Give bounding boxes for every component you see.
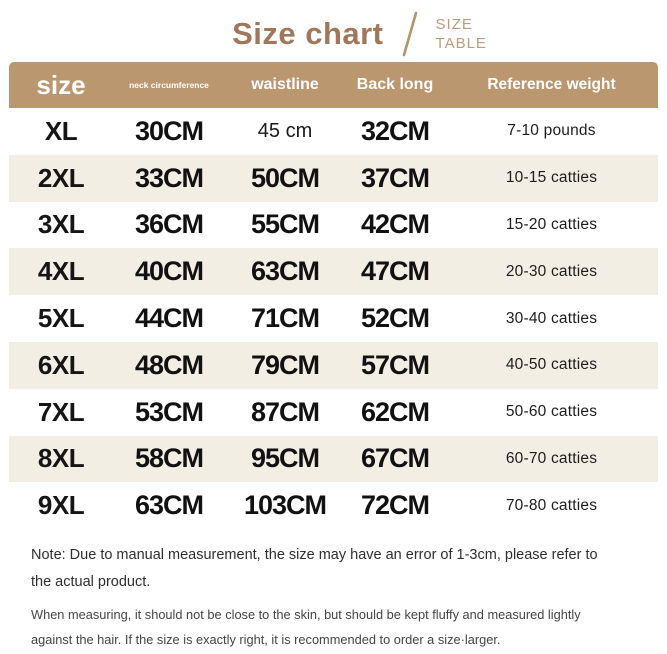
size-cell: 5XL xyxy=(37,303,85,334)
notes-section: Note: Due to manual measurement, the siz… xyxy=(0,529,667,653)
size-cell: 8XL xyxy=(37,443,85,474)
size-table: size neck circumference waistline Back l… xyxy=(9,62,658,530)
weight-cell: 60-70 catties xyxy=(505,449,598,467)
table-row: 6XL 48CM 79CM 57CM 40-50 catties xyxy=(9,341,658,389)
note-measuring-advice: When measuring, it should not be close t… xyxy=(31,606,581,647)
header-neck-circumference: neck circumference xyxy=(129,80,209,90)
waist-cell: 50CM xyxy=(250,162,320,193)
neck-cell: 63CM xyxy=(134,490,204,521)
back-cell: 67CM xyxy=(360,443,430,474)
note-measurement-error: Note: Due to manual measurement, the siz… xyxy=(31,547,598,590)
neck-cell: 48CM xyxy=(134,349,204,380)
waist-cell: 87CM xyxy=(250,396,320,427)
weight-cell: 30-40 catties xyxy=(505,309,598,327)
back-cell: 52CM xyxy=(360,303,430,334)
table-row: 5XL 44CM 71CM 52CM 30-40 catties xyxy=(9,295,658,342)
table-row: XL 30CM 45 cm 32CM 7-10 pounds xyxy=(9,108,658,155)
table-header-row: size neck circumference waistline Back l… xyxy=(9,62,658,108)
neck-cell: 58CM xyxy=(134,443,204,474)
weight-cell: 20-30 catties xyxy=(505,262,598,280)
page-title: Size chart xyxy=(232,16,384,51)
waist-cell: 71CM xyxy=(250,303,320,334)
back-cell: 47CM xyxy=(360,256,430,287)
neck-cell: 53CM xyxy=(134,396,204,427)
page-subtitle: SIZE TABLE xyxy=(436,15,487,54)
table-row: 7XL 53CM 87CM 62CM 50-60 catties xyxy=(9,388,658,436)
header-size: size xyxy=(36,69,86,100)
table-body: XL 30CM 45 cm 32CM 7-10 pounds 2XL 33CM 50CM 37C… xyxy=(9,108,658,530)
neck-cell: 36CM xyxy=(134,209,204,240)
size-cell: 2XL xyxy=(37,162,85,193)
table-row: 4XL 40CM 63CM 47CM 20-30 catties xyxy=(9,248,658,296)
size-cell: 3XL xyxy=(37,209,85,240)
table-row: 8XL 58CM 95CM 67CM 60-70 catties xyxy=(9,435,658,483)
neck-cell: 33CM xyxy=(134,162,204,193)
waist-cell: 45 cm xyxy=(257,119,313,142)
weight-cell: 50-60 catties xyxy=(505,403,598,421)
back-cell: 57CM xyxy=(360,349,430,380)
back-cell: 72CM xyxy=(360,490,430,521)
waist-cell: 103CM xyxy=(243,490,327,521)
weight-cell: 15-20 catties xyxy=(505,215,598,233)
size-cell: 6XL xyxy=(37,349,85,380)
waist-cell: 95CM xyxy=(250,443,320,474)
waist-cell: 63CM xyxy=(250,256,320,287)
slash-divider-icon xyxy=(402,11,417,57)
back-cell: 42CM xyxy=(360,209,430,240)
weight-cell: 70-80 catties xyxy=(505,496,598,514)
subtitle-line2: TABLE xyxy=(435,35,487,52)
neck-cell: 44CM xyxy=(134,303,204,334)
waist-cell: 79CM xyxy=(250,349,320,380)
waist-cell: 55CM xyxy=(250,209,320,240)
size-cell: XL xyxy=(44,115,78,146)
back-cell: 37CM xyxy=(360,162,430,193)
back-cell: 62CM xyxy=(360,396,430,427)
header-back-long: Back long xyxy=(356,76,434,93)
neck-cell: 30CM xyxy=(134,115,204,146)
neck-cell: 40CM xyxy=(134,256,204,287)
size-cell: 7XL xyxy=(37,396,85,427)
back-cell: 32CM xyxy=(360,115,430,146)
weight-cell: 10-15 catties xyxy=(505,169,598,187)
size-cell: 4XL xyxy=(37,256,85,287)
subtitle-line1: SIZE xyxy=(435,15,473,33)
title-bar: Size chart SIZE TABLE xyxy=(26,0,667,62)
weight-cell: 7-10 pounds xyxy=(507,122,596,140)
weight-cell: 40-50 catties xyxy=(505,356,598,374)
table-row: 9XL 63CM 103CM 72CM 70-80 catties xyxy=(9,482,658,530)
header-reference-weight: Reference weight xyxy=(487,76,616,93)
table-row: 3XL 36CM 55CM 42CM 15-20 catties xyxy=(9,201,658,249)
header-waistline: waistline xyxy=(251,76,319,93)
table-row: 2XL 33CM 50CM 37CM 10-15 catties xyxy=(9,154,658,202)
size-cell: 9XL xyxy=(37,490,85,521)
